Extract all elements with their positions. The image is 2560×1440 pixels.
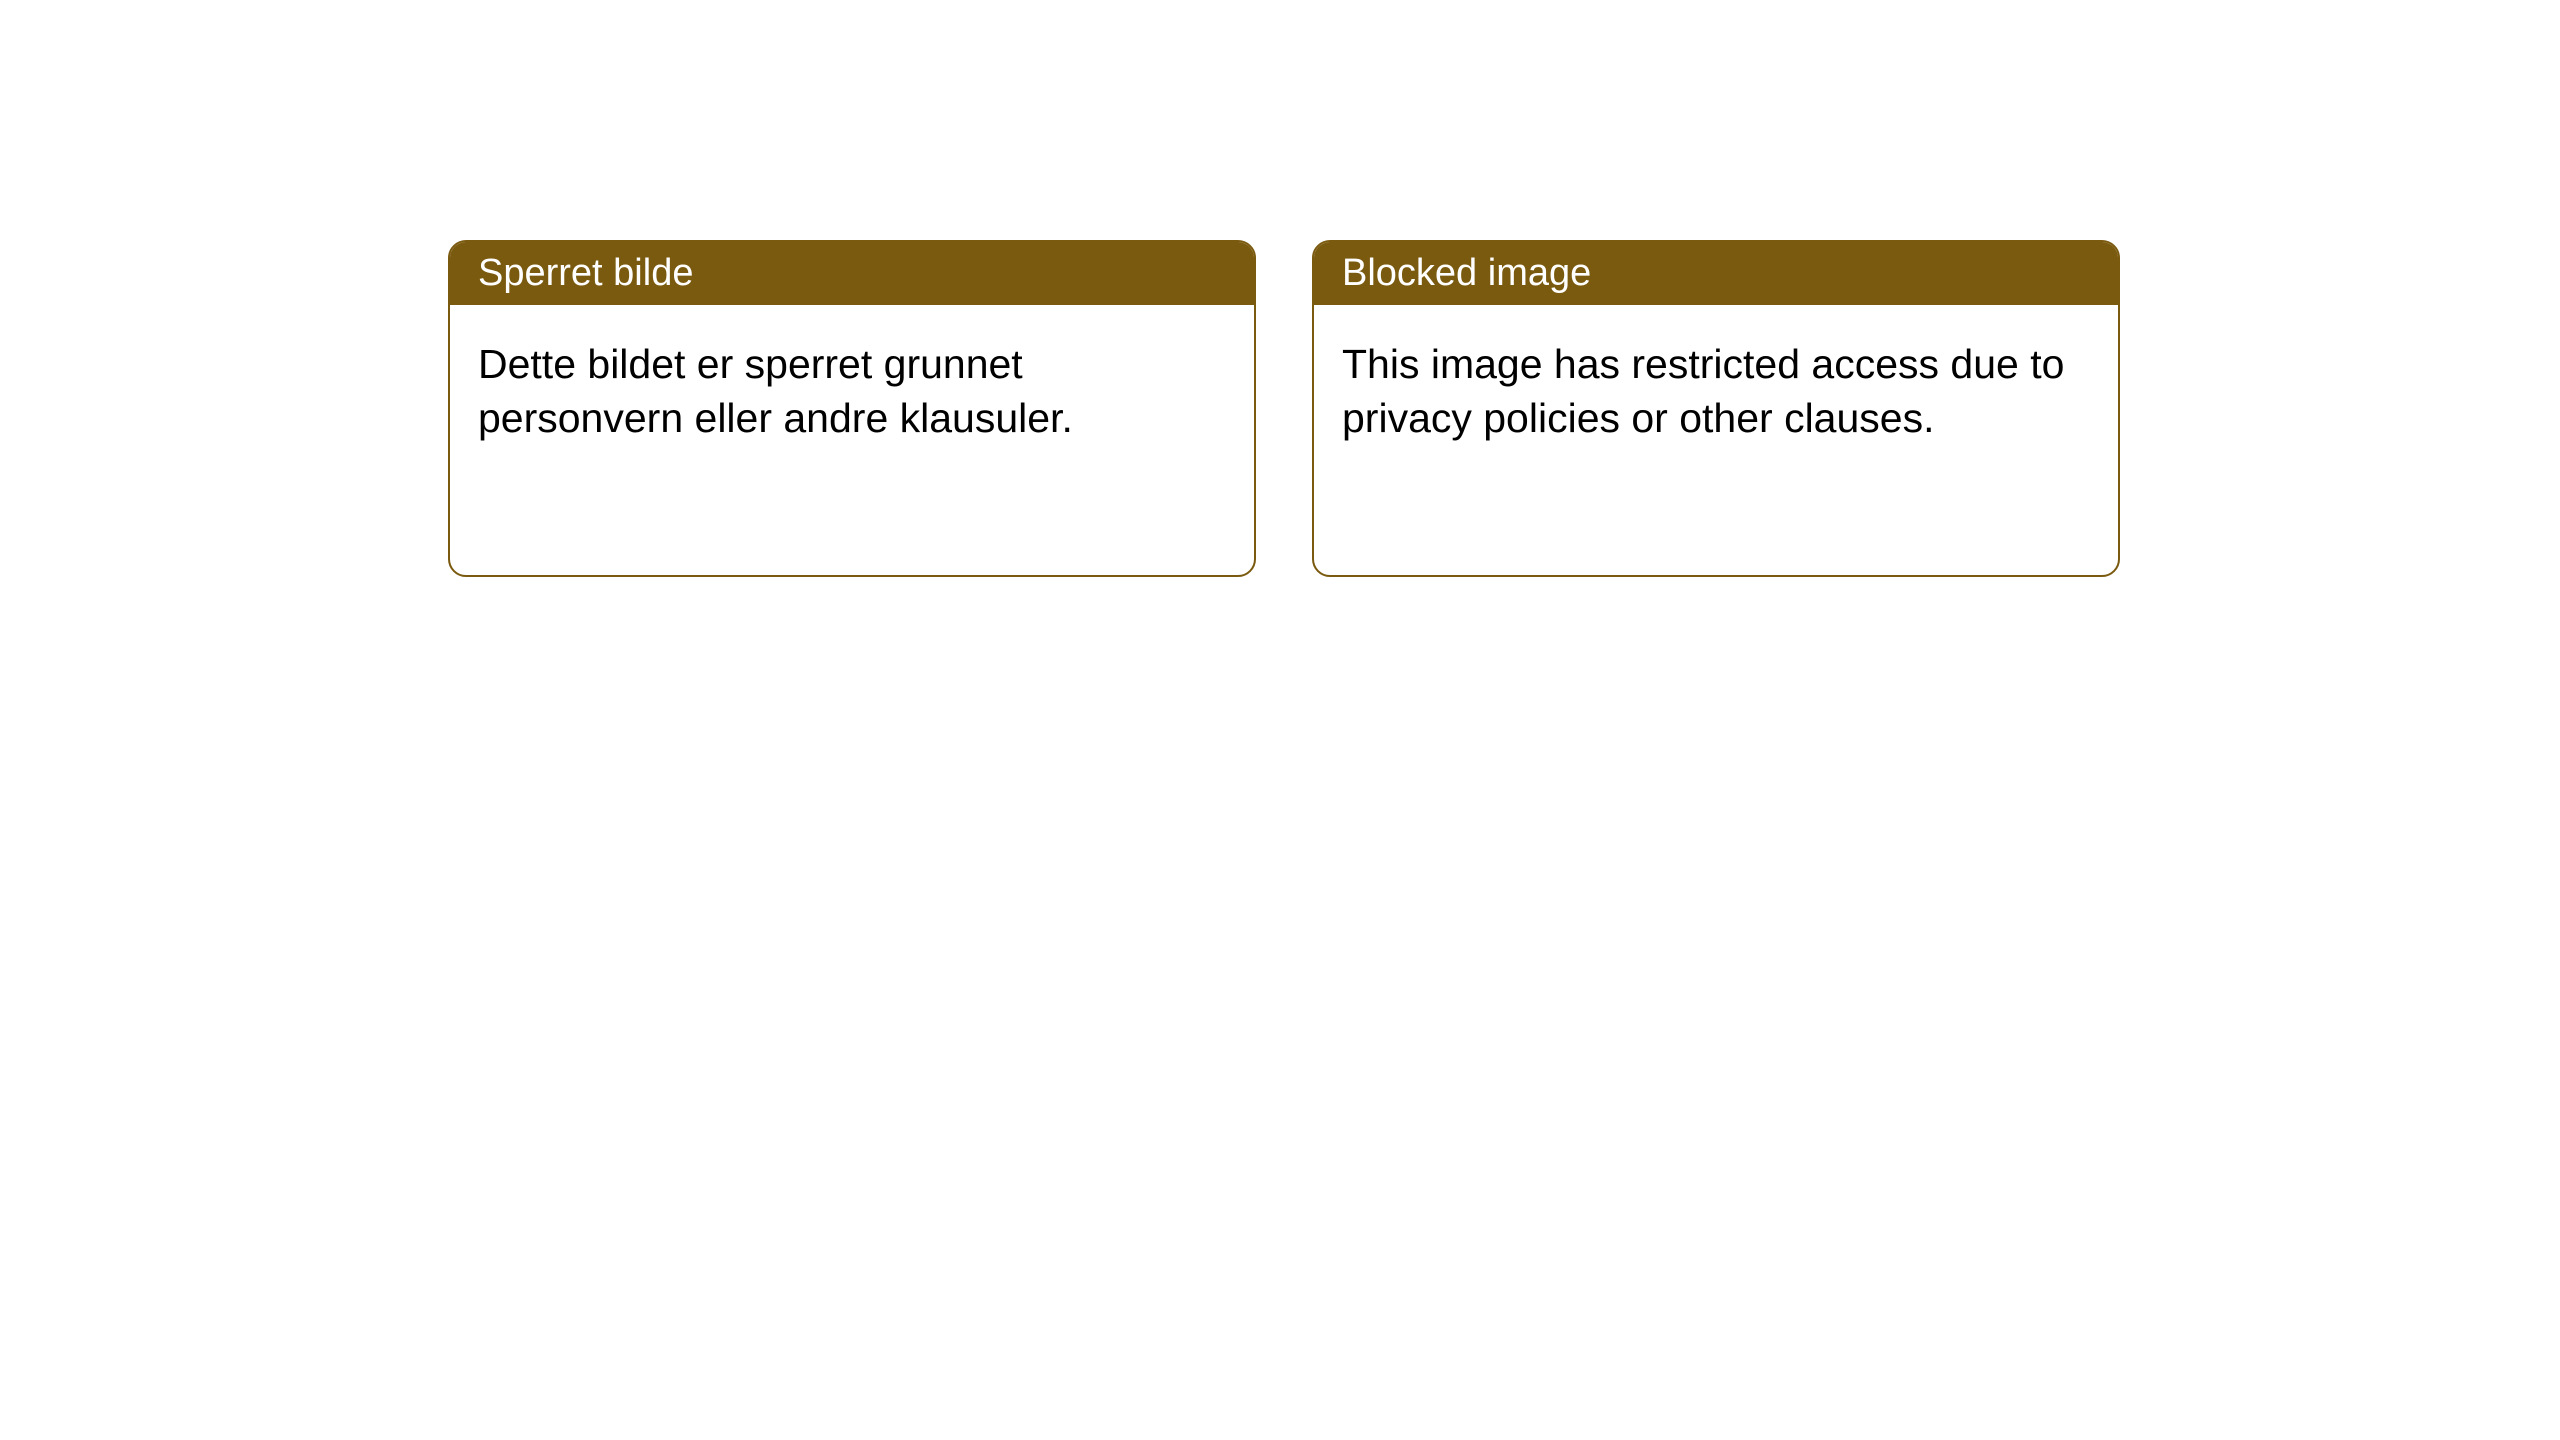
- notice-header: Blocked image: [1314, 242, 2118, 305]
- notice-message: This image has restricted access due to …: [1342, 341, 2064, 441]
- notice-container: Sperret bilde Dette bildet er sperret gr…: [0, 0, 2560, 577]
- notice-body: This image has restricted access due to …: [1314, 305, 2118, 575]
- notice-body: Dette bildet er sperret grunnet personve…: [450, 305, 1254, 575]
- notice-title: Sperret bilde: [478, 252, 693, 294]
- notice-card-norwegian: Sperret bilde Dette bildet er sperret gr…: [448, 240, 1256, 577]
- notice-card-english: Blocked image This image has restricted …: [1312, 240, 2120, 577]
- notice-message: Dette bildet er sperret grunnet personve…: [478, 341, 1073, 441]
- notice-header: Sperret bilde: [450, 242, 1254, 305]
- notice-title: Blocked image: [1342, 252, 1591, 294]
